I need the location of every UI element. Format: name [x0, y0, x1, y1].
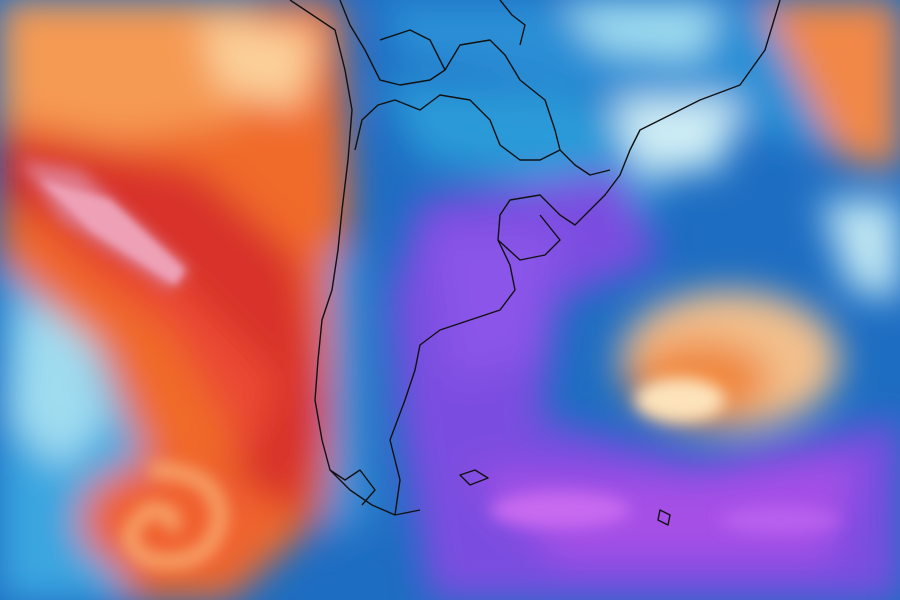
anomaly-streak [40, 180, 185, 285]
coastlines-borders [289, 0, 781, 526]
